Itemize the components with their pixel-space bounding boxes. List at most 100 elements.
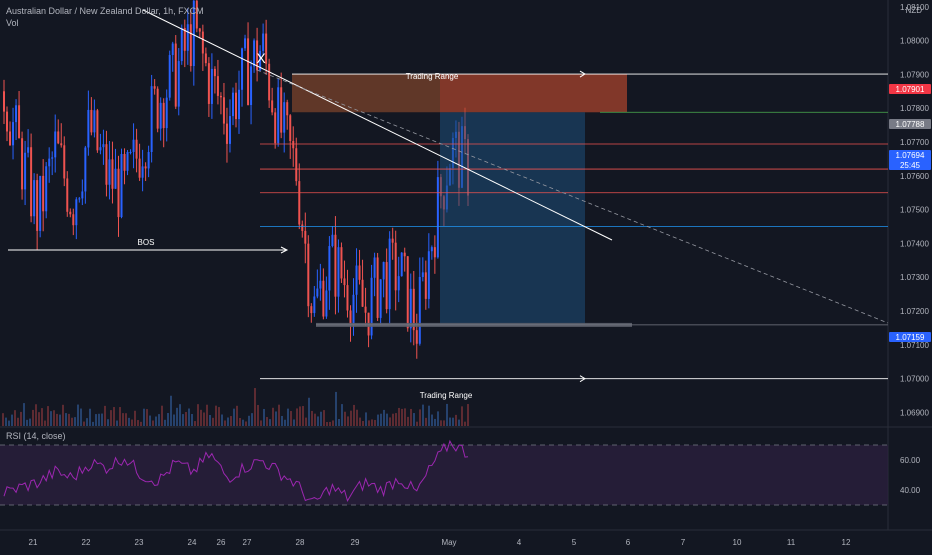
volume-bar [29,418,31,426]
price-tag-label: 1.07788 [896,120,925,129]
volume-bar [35,404,37,426]
volume-bar [362,420,364,426]
volume-bar [17,417,19,426]
volume-bar [269,419,271,426]
volume-bar [155,416,157,426]
candle-body [201,31,204,54]
volume-bar [230,416,232,426]
y-tick-label: 1.07700 [900,138,929,147]
candle-body [403,252,406,257]
candle-body [427,251,430,299]
volume-label: Vol [6,18,19,28]
volume-bar [158,414,160,426]
candle-body [90,109,93,133]
volume-bar [134,410,136,426]
y-tick-label: 1.07900 [900,70,929,79]
volume-bar [242,419,244,426]
volume-bar [176,407,178,426]
candle-body [198,28,201,32]
volume-bar [239,417,241,426]
price-tag-label: 1.07694 [896,151,925,160]
volume-bar [383,409,385,426]
candle-body [99,147,102,151]
volume-bar [338,418,340,426]
volume-bar [461,406,463,426]
volume-bar [446,403,448,426]
volume-bar [440,420,442,426]
candle-body [132,139,135,152]
volume-bar [314,413,316,426]
candle-body [51,157,54,159]
volume-bar [308,397,310,426]
candle-body [123,153,126,171]
volume-bar [161,405,163,426]
volume-bar [419,409,421,426]
candle-body [114,168,117,189]
candle-body [397,276,400,291]
candle-body [289,115,292,141]
candle-body [21,138,24,190]
y-tick-label: 1.07500 [900,206,929,215]
candle-body [343,278,346,286]
candle-body [241,48,244,90]
volume-bar [188,408,190,426]
volume-bar [5,417,7,426]
volume-bar [32,409,34,426]
volume-bar [398,407,400,426]
candle-body [141,166,144,178]
volume-bar [38,412,40,426]
candle-body [373,257,376,278]
volume-bar [437,411,439,426]
candle-body [63,145,66,179]
volume-bar [410,408,412,426]
candle-body [135,139,138,159]
y-tick-label: 1.07000 [900,375,929,384]
price-tag-label: 1.07901 [896,85,925,94]
volume-bar [41,408,43,426]
candle-body [216,76,219,96]
volume-bar [431,414,433,426]
candle-body [328,246,331,291]
volume-bar [347,416,349,426]
candle-body [210,68,213,104]
candle-body [222,97,225,124]
volume-bar [266,417,268,426]
volume-bar [53,410,55,426]
volume-bar [365,412,367,426]
x-tick-label: 6 [626,538,631,547]
candle-body [27,147,30,153]
candle-body [391,238,394,243]
candle-body [247,38,250,105]
candle-body [415,330,418,344]
candle-body [310,306,313,314]
volume-bar [356,409,358,426]
volume-bar [293,419,295,426]
volume-bar [305,417,307,426]
y-tick-label: 1.08000 [900,37,929,46]
candle-body [180,27,183,62]
x-tick-label: 5 [572,538,577,547]
candle-body [382,262,385,280]
candle-body [231,92,234,117]
volume-bar [179,404,181,426]
candle-body [42,175,45,212]
candle-body [207,63,210,104]
candle-body [418,276,421,344]
volume-bar [311,410,313,426]
candle-body [358,265,361,280]
candle-body [159,102,162,129]
annotation-label: Trading Range [406,72,459,81]
candle-body [165,97,168,129]
candle-body [93,110,96,133]
candle-body [213,68,216,77]
candle-body [304,230,307,244]
candle-body [171,43,174,56]
candle-body [268,63,271,101]
candle-body [337,247,340,297]
volume-bar [116,420,118,426]
x-tick-label: 22 [82,538,91,547]
volume-bar [326,421,328,426]
trendline-dashed [256,69,889,324]
